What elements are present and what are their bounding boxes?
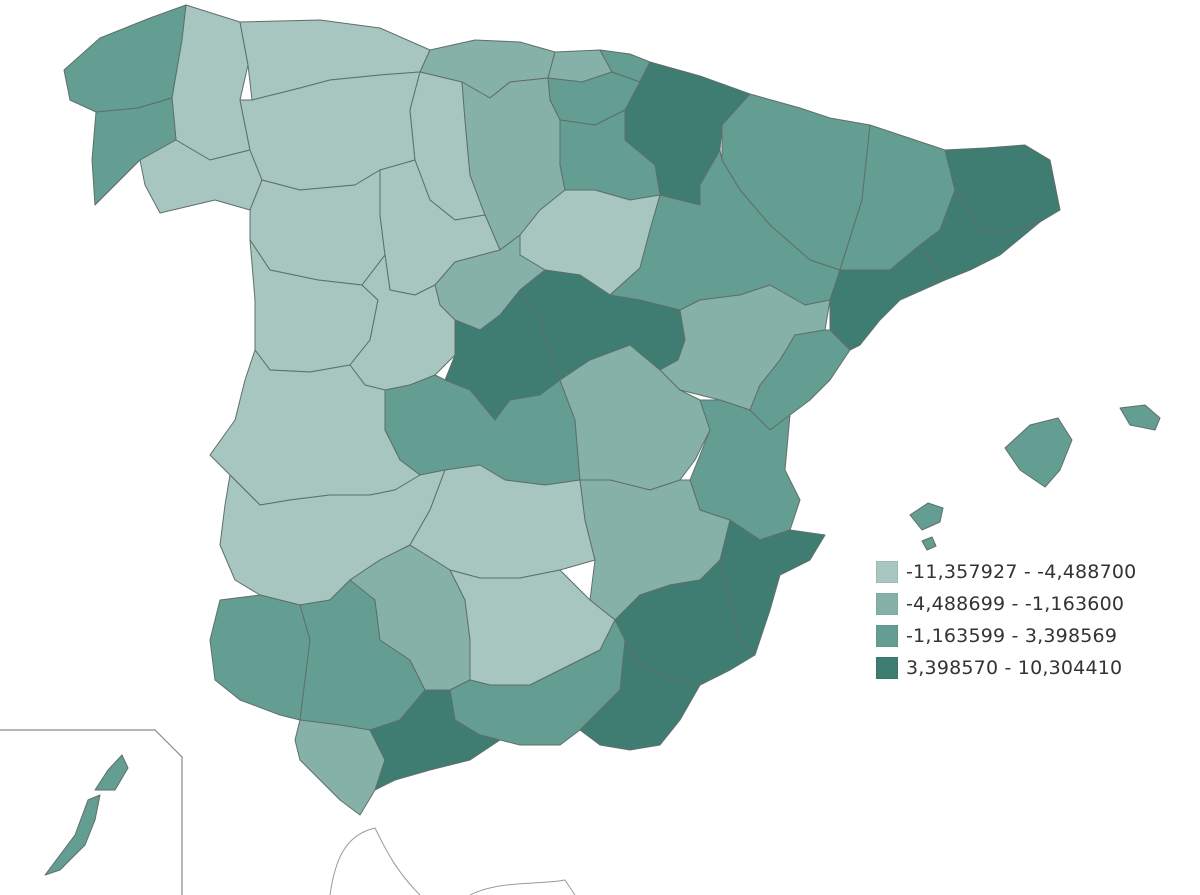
legend-label: 3,398570 - 10,304410 [906,657,1123,679]
province-barcelona[interactable] [919,189,1041,281]
province-baleares-formentera[interactable] [921,536,937,551]
province-huelva[interactable] [209,594,311,721]
province-cadiz[interactable] [294,719,386,816]
africa-coast-outline [329,827,576,895]
legend-item: -4,488699 - -1,163600 [876,592,1136,616]
province-las-palmas-fuerteventura[interactable] [44,794,101,876]
canary-inset-frame [0,729,183,895]
legend-swatch [876,625,898,647]
province-baleares-mallorca[interactable] [1004,417,1073,488]
legend: -11,357927 - -4,488700 -4,488699 - -1,16… [876,560,1136,688]
legend-item: -11,357927 - -4,488700 [876,560,1136,584]
legend-item: 3,398570 - 10,304410 [876,656,1136,680]
province-avila[interactable] [349,254,456,391]
province-a-coruna[interactable] [63,4,187,113]
province-almeria[interactable] [579,639,701,751]
province-las-palmas-lanzarote[interactable] [94,754,129,791]
province-malaga[interactable] [369,689,501,791]
legend-swatch [876,657,898,679]
legend-swatch [876,561,898,583]
province-castellon[interactable] [749,329,851,431]
legend-label: -11,357927 - -4,488700 [906,561,1137,583]
legend-swatch [876,593,898,615]
province-lugo[interactable] [171,4,251,161]
province-baleares-menorca[interactable] [1119,404,1161,431]
legend-label: -4,488699 - -1,163600 [906,593,1125,615]
province-tarragona[interactable] [829,244,946,351]
province-baleares-ibiza[interactable] [909,502,944,531]
legend-item: -1,163599 - 3,398569 [876,624,1136,648]
legend-label: -1,163599 - 3,398569 [906,625,1118,647]
